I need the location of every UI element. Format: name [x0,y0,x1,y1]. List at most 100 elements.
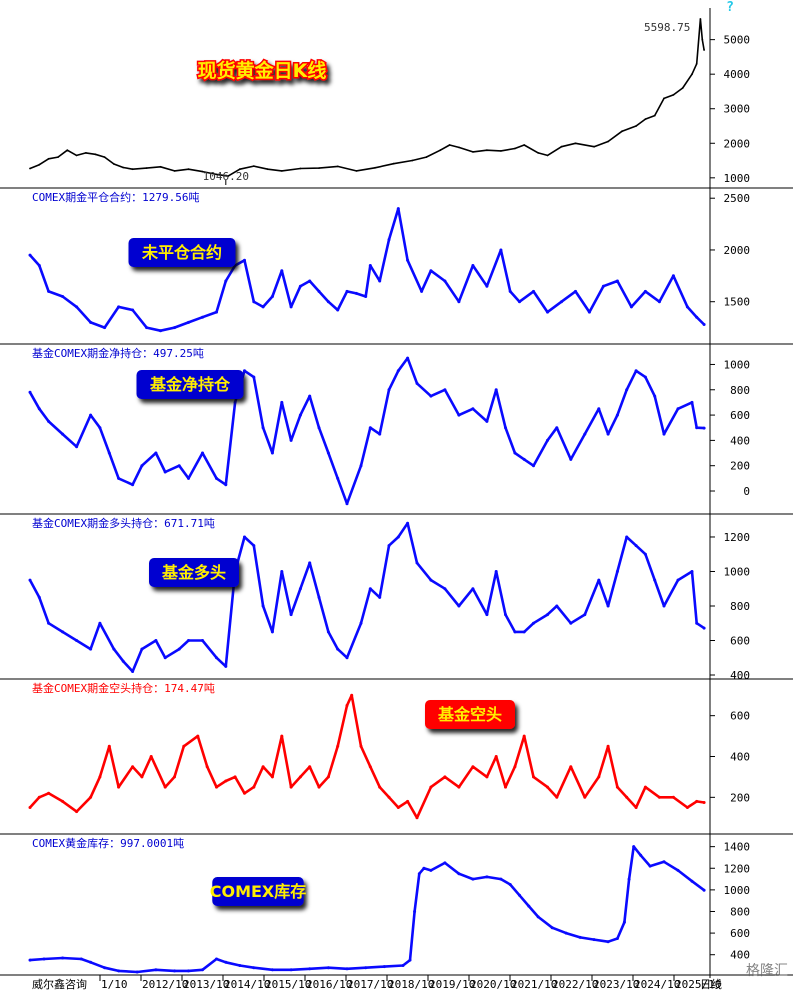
data-point [107,744,111,748]
panel-header: 基金COMEX期金多头持仓：671.71吨 [32,516,215,530]
data-point [289,785,293,789]
data-point [47,419,51,423]
data-point [28,806,32,809]
data-point [625,535,629,539]
data-point [429,578,433,582]
data-point [690,400,694,404]
data-point [615,570,619,573]
data-point [173,775,176,779]
data-point [308,765,312,769]
data-point [443,279,447,283]
data-point [117,476,121,480]
data-point [550,926,554,930]
data-point [629,305,633,309]
x-tick-label: 2022/10 [552,978,598,990]
label-box [149,558,239,587]
data-point [47,289,51,293]
data-point [532,621,535,625]
data-point [607,140,609,143]
x-tick-label: 1/10 [101,978,128,990]
data-point [523,144,526,146]
annotation-label: 5598.75 [644,21,690,34]
data-point [89,647,93,651]
data-point [522,630,526,634]
panel-header: 基金COMEX期金净持仓：497.25吨 [32,346,204,360]
panel-big-label: 现货黄金日K线 [198,59,327,82]
data-point [215,310,218,314]
data-point [471,407,475,411]
data-point [504,426,507,430]
data-point [695,315,699,319]
panel-header: 基金COMEX期金空头持仓：174.47吨 [32,681,215,695]
data-point [411,159,414,162]
y-tick-label: 600 [730,409,750,422]
data-point [702,801,706,804]
data-point [471,877,475,881]
data-point [485,613,489,617]
data-point [154,639,158,642]
top-right-mark: ? [726,0,734,15]
data-point [359,464,363,468]
data-point [634,544,638,548]
data-point [182,744,186,748]
data-point [140,647,144,651]
data-point [676,868,680,872]
data-point [699,18,702,20]
data-point [615,413,619,417]
data-point [429,394,433,398]
data-point [499,248,503,252]
data-point [243,535,246,539]
data-point [494,755,498,758]
data-point [471,765,475,769]
data-point [359,621,363,625]
data-point [513,451,517,455]
data-point [368,765,372,769]
data-point [555,604,559,608]
data-point [417,872,421,876]
data-point [61,956,65,960]
watermark-label: 格隆汇 [746,963,788,979]
data-point [396,806,400,809]
y-tick-label: 2000 [724,137,751,150]
y-tick-label: 2500 [724,192,751,205]
data-point [61,432,65,436]
data-point [187,476,190,480]
data-point [107,451,111,455]
data-point [643,289,647,293]
data-point [522,734,526,738]
data-point [121,659,125,663]
data-point [622,920,626,924]
data-point [671,274,675,278]
data-point [47,621,51,625]
data-point [163,785,167,789]
data-point [280,570,284,573]
data-point [657,795,661,799]
data-point [359,744,363,748]
x-tick-label: 2018/10 [388,978,434,990]
data-point [298,587,302,591]
data-point [387,388,391,392]
data-point [615,279,619,283]
data-point [662,860,666,864]
data-point [702,323,706,326]
data-point [425,156,428,159]
data-point [382,965,386,969]
data-point [243,369,246,373]
data-point [508,289,512,293]
data-point [298,413,302,417]
data-point [471,264,475,267]
data-point [546,310,549,314]
y-tick-label: 1200 [724,862,751,875]
data-point [601,284,605,288]
data-point [639,853,643,857]
data-point [439,149,442,152]
data-point [703,49,705,51]
data-point [252,785,256,789]
data-point [392,162,395,165]
data-point [443,388,447,392]
data-point [532,289,535,293]
source-label: 威尔鑫咨询 [32,977,87,990]
data-point [280,400,284,404]
y-tick-label: 0 [743,485,750,498]
